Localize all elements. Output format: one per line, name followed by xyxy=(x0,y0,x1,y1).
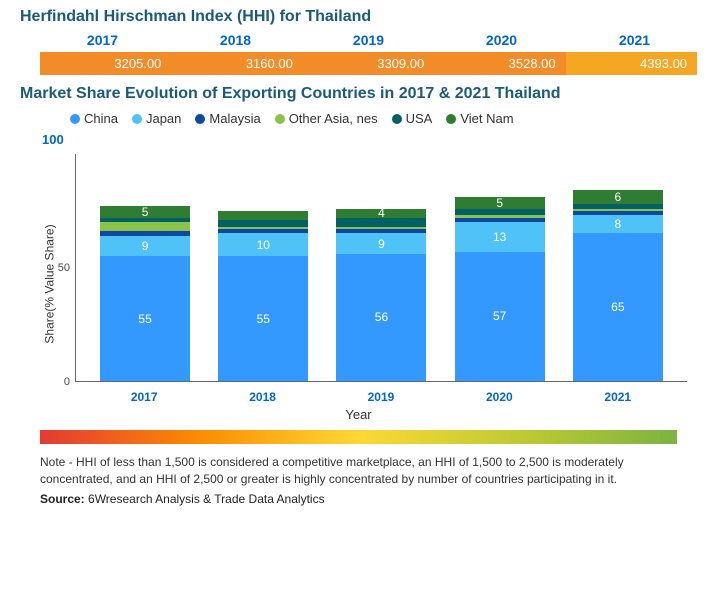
x-label: 2020 xyxy=(454,390,544,404)
bar-segment: 55 xyxy=(100,256,190,381)
hhi-year: 2019 xyxy=(306,32,431,48)
hhi-value: 3309.00 xyxy=(303,52,434,75)
bar-segment: 8 xyxy=(573,215,663,233)
hhi-year: 2018 xyxy=(173,32,298,48)
hhi-value: 4393.00 xyxy=(566,52,697,75)
bar-segment xyxy=(218,220,308,227)
bar-segment: 65 xyxy=(573,233,663,381)
legend-dot xyxy=(70,114,80,124)
legend-label: Other Asia, nes xyxy=(289,111,378,126)
y-tick: 0 xyxy=(64,376,70,388)
bar-segment: 56 xyxy=(336,254,426,381)
hhi-year: 2017 xyxy=(40,32,165,48)
bar-segment: 55 xyxy=(218,256,308,381)
bar-column: 5713 5 xyxy=(455,154,545,381)
hhi-year: 2020 xyxy=(439,32,564,48)
bar-column: 5510 xyxy=(218,154,308,381)
bar-segment xyxy=(336,218,426,227)
y-tick: 50 xyxy=(58,262,70,274)
legend-dot xyxy=(446,114,456,124)
legend-label: Viet Nam xyxy=(460,111,513,126)
market-chart: 100 Share(% Value Share) 050 55955510569… xyxy=(20,132,697,422)
hhi-title: Herfindahl Hirschman Index (HHI) for Tha… xyxy=(20,8,697,26)
bars-container: 559555105694571356586 xyxy=(76,154,687,381)
hhi-years-row: 2017 2018 2019 2020 2021 xyxy=(20,32,697,48)
source-line: Source: 6Wresearch Analysis & Trade Data… xyxy=(20,492,697,506)
legend-dot xyxy=(392,114,402,124)
hhi-values-row: 3205.003160.003309.003528.004393.00 xyxy=(20,52,697,75)
bar-segment: 10 xyxy=(218,233,308,256)
source-text: 6Wresearch Analysis & Trade Data Analyti… xyxy=(88,492,325,506)
legend-dot xyxy=(195,114,205,124)
bar-segment: 9 xyxy=(100,236,190,256)
bar-segment: 5 xyxy=(455,197,545,208)
source-label: Source: xyxy=(40,492,88,506)
hhi-year: 2021 xyxy=(572,32,697,48)
legend-item: USA xyxy=(392,111,433,126)
bar-segment: 6 xyxy=(573,190,663,204)
legend-item: Malaysia xyxy=(195,111,260,126)
x-label: 2019 xyxy=(336,390,426,404)
bar-segment: 9 xyxy=(336,233,426,253)
bar-segment: 13 xyxy=(455,222,545,252)
hhi-value: 3528.00 xyxy=(434,52,565,75)
bar-segment xyxy=(218,211,308,220)
bar-segment: 57 xyxy=(455,252,545,381)
market-title: Market Share Evolution of Exporting Coun… xyxy=(20,85,697,103)
x-label: 2021 xyxy=(573,390,663,404)
legend-item: Viet Nam xyxy=(446,111,513,126)
legend-dot xyxy=(275,114,285,124)
bar-segment xyxy=(455,209,545,216)
legend-dot xyxy=(132,114,142,124)
bar-segment: 4 xyxy=(336,209,426,218)
legend-item: Other Asia, nes xyxy=(275,111,378,126)
x-axis-title: Year xyxy=(20,407,697,422)
gradient-scale xyxy=(40,430,677,444)
y-max-label: 100 xyxy=(42,132,64,147)
legend-label: Malaysia xyxy=(209,111,260,126)
plot-area: 559555105694571356586 xyxy=(75,154,687,382)
hhi-value: 3205.00 xyxy=(40,52,171,75)
legend-item: China xyxy=(70,111,118,126)
note-text: Note - HHI of less than 1,500 is conside… xyxy=(20,454,697,488)
legend-item: Japan xyxy=(132,111,181,126)
legend-label: Japan xyxy=(146,111,181,126)
bar-column: 559 5 xyxy=(100,154,190,381)
legend-label: USA xyxy=(406,111,433,126)
x-labels: 2017 2018 2019 2020 2021 xyxy=(75,390,687,404)
y-ticks: 050 xyxy=(50,154,72,382)
bar-column: 658 6 xyxy=(573,154,663,381)
bar-column: 569 4 xyxy=(336,154,426,381)
x-label: 2017 xyxy=(99,390,189,404)
x-label: 2018 xyxy=(218,390,308,404)
bar-segment xyxy=(100,222,190,231)
bar-segment: 5 xyxy=(100,206,190,217)
legend-label: China xyxy=(84,111,118,126)
hhi-value: 3160.00 xyxy=(171,52,302,75)
chart-legend: China Japan Malaysia Other Asia, nes USA Viet… xyxy=(20,111,697,126)
